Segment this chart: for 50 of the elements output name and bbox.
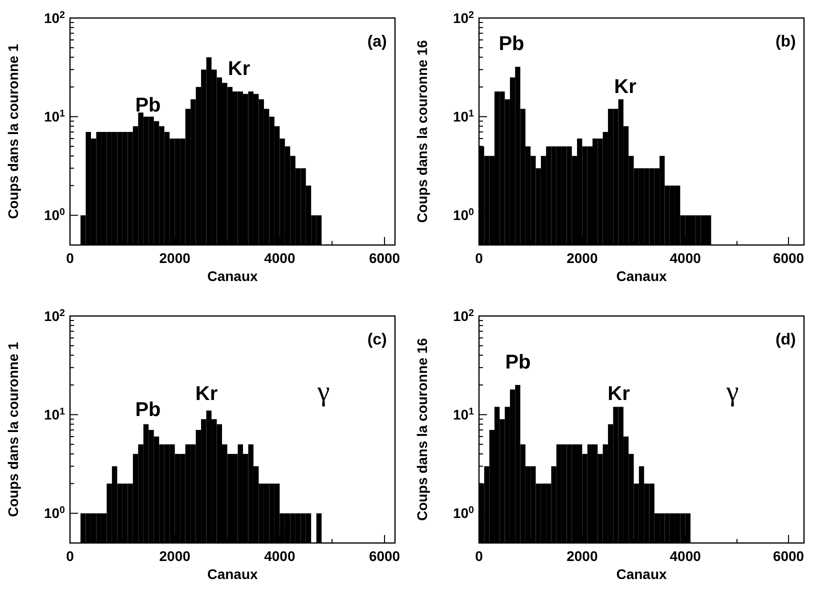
x-tick-label: 6000: [772, 548, 804, 564]
annotation: Kr: [608, 383, 630, 406]
x-tick-label: 2000: [566, 250, 598, 266]
y-tick-label: 10$^{0}$: [452, 504, 475, 522]
annotation: Kr: [195, 383, 218, 406]
y-tick-label: 10$^{2}$: [452, 307, 475, 324]
y-tick-label: 10$^{1}$: [44, 406, 66, 423]
x-tick-label: 0: [66, 548, 74, 564]
x-tick-label: 2000: [159, 548, 191, 564]
y-tick-label: 10$^{0}$: [452, 206, 475, 224]
x-axis-title: Canaux: [616, 566, 667, 582]
y-axis-title: Coups dans la couronne 16: [414, 40, 430, 223]
x-tick-label: 2000: [566, 548, 598, 564]
y-tick-label: 10$^{1}$: [452, 108, 475, 125]
annotation: Pb: [135, 94, 161, 116]
annotation: Pb: [135, 399, 161, 422]
annotation: (a): [367, 33, 387, 50]
annotation: γ: [725, 376, 739, 408]
x-axis-title: Canaux: [207, 566, 258, 582]
x-tick-label: 2000: [159, 250, 191, 266]
annotation: (c): [367, 331, 387, 348]
annotation: (d): [775, 331, 796, 348]
annotation: γ: [316, 376, 330, 408]
x-tick-label: 4000: [264, 250, 296, 266]
x-tick-label: 4000: [264, 548, 296, 564]
y-tick-label: 10$^{0}$: [44, 206, 66, 224]
annotation: Pb: [498, 32, 524, 55]
annotation: Pb: [505, 351, 531, 374]
x-tick-label: 4000: [670, 548, 702, 564]
annotation: (b): [775, 33, 796, 50]
y-tick-label: 10$^{1}$: [452, 406, 475, 423]
x-tick-label: 6000: [368, 548, 400, 564]
x-axis-title: Canaux: [616, 268, 667, 284]
x-tick-label: 0: [66, 250, 74, 266]
y-tick-label: 10$^{2}$: [44, 9, 66, 26]
annotation: Kr: [228, 58, 250, 80]
annotation: Kr: [614, 76, 637, 98]
x-tick-label: 6000: [772, 250, 804, 266]
y-axis-title: Coups dans la couronne 1: [5, 342, 21, 518]
y-tick-label: 10$^{1}$: [44, 108, 66, 125]
y-tick-label: 10$^{2}$: [44, 307, 66, 324]
y-axis-title: Coups dans la couronne 16: [414, 338, 430, 521]
x-tick-label: 0: [475, 250, 484, 266]
x-tick-label: 0: [475, 548, 484, 564]
x-tick-label: 4000: [670, 250, 702, 266]
y-axis-title: Coups dans la couronne 1: [5, 44, 21, 220]
x-axis-title: Canaux: [207, 268, 258, 284]
x-tick-label: 6000: [368, 250, 400, 266]
y-tick-label: 10$^{0}$: [44, 504, 66, 522]
y-tick-label: 10$^{2}$: [452, 9, 475, 26]
